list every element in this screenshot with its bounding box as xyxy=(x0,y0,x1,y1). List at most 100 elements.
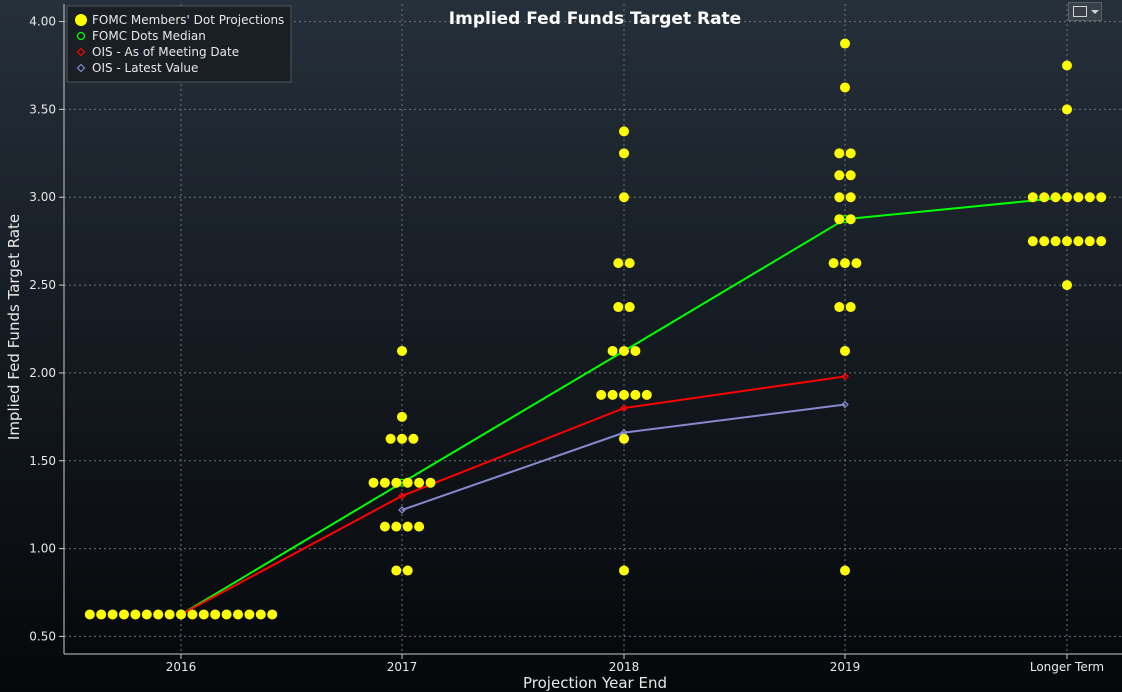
dot-projection-point xyxy=(1039,236,1050,247)
dot-projection-point xyxy=(1062,236,1072,247)
dot-projection-point xyxy=(391,565,402,576)
small-diamond-icon xyxy=(76,63,86,73)
dot-projection-point xyxy=(233,609,243,620)
dot-projection-point xyxy=(397,411,407,422)
dot-projection-point xyxy=(607,389,618,400)
dot-projection-point xyxy=(391,521,402,532)
dot-projection-point xyxy=(84,609,95,620)
y-axis-title: Implied Fed Funds Target Rate xyxy=(5,214,23,440)
dot-projection-point xyxy=(840,565,850,576)
dot-projection-point xyxy=(221,609,232,620)
dot-projection-point xyxy=(210,609,221,620)
dot-projection-point xyxy=(840,258,850,269)
dot-projection-point xyxy=(244,609,255,620)
dot-projection-point xyxy=(613,258,624,269)
dot-projection-point xyxy=(187,609,198,620)
dot-projection-point xyxy=(1039,192,1050,203)
dot-projection-point xyxy=(1062,192,1072,203)
y-tick-label: 3.50 xyxy=(29,102,56,116)
dot-projection-point xyxy=(1050,192,1061,203)
ois-point xyxy=(620,404,628,412)
dot-projection-point xyxy=(1084,192,1095,203)
x-tick-label: 2019 xyxy=(830,660,861,674)
legend-entry-label: OIS - As of Meeting Date xyxy=(92,45,239,59)
grid-layer xyxy=(64,4,1122,654)
dot-projection-point xyxy=(119,609,129,620)
dot-projection-point xyxy=(845,214,856,225)
dot-projection-point xyxy=(619,433,629,444)
dot-projection-point xyxy=(619,126,629,137)
dot-projection-point xyxy=(1062,280,1072,291)
dot-projection-point xyxy=(1050,236,1061,247)
x-tick-label: 2017 xyxy=(387,660,418,674)
x-tick-label: Longer Term xyxy=(1030,660,1104,674)
dot-projection-point xyxy=(267,609,278,620)
dot-projection-point xyxy=(619,192,629,203)
axis-layer: 0.50 1.00 1.50 2.00 2.50 3.00 3.50 4.00 2016 2017… xyxy=(29,4,1122,674)
dot-projection-point xyxy=(368,477,379,488)
dot-projection-point xyxy=(613,302,624,313)
dot-projection-point xyxy=(845,148,856,159)
large-dot-icon xyxy=(75,14,87,26)
dot-projection-point xyxy=(1027,192,1038,203)
legend-entry-label: FOMC Members' Dot Projections xyxy=(92,13,284,27)
legend-box xyxy=(66,5,292,83)
dot-projection-point xyxy=(840,345,850,356)
dot-projection-point xyxy=(1073,236,1084,247)
dot-projection-point xyxy=(255,609,266,620)
x-axis-title: Projection Year End xyxy=(523,674,667,692)
dot-projection-point xyxy=(834,302,845,313)
dot-projection-point xyxy=(1073,192,1084,203)
dot-projection-point xyxy=(1062,60,1072,71)
dot-projection-point xyxy=(153,609,164,620)
dot-projection-point xyxy=(397,345,407,356)
dot-projection-point xyxy=(834,192,845,203)
dot-projection-point xyxy=(402,565,413,576)
dot-projection-point xyxy=(845,302,856,313)
dot-projection-point xyxy=(402,521,413,532)
dot-projection-point xyxy=(379,521,390,532)
dot-projection-point xyxy=(619,148,629,159)
chart-menu-button[interactable] xyxy=(1068,2,1102,21)
dot-projection-point xyxy=(176,609,186,620)
dot-projection-point xyxy=(391,477,402,488)
y-tick-label: 1.50 xyxy=(29,454,56,468)
x-tick-label: 2018 xyxy=(609,660,640,674)
small-diamond-icon xyxy=(76,47,86,57)
legend-entry-label: FOMC Dots Median xyxy=(92,29,206,43)
ois-point xyxy=(841,372,849,381)
y-tick-label: 1.00 xyxy=(29,542,56,556)
dot-projection-point xyxy=(851,258,862,269)
dot-projection-point xyxy=(834,170,845,181)
small-circle-icon xyxy=(76,31,86,41)
dot-projection-point xyxy=(619,345,629,356)
dot-projection-point xyxy=(1084,236,1095,247)
dots-layer xyxy=(84,38,1107,620)
dot-projection-point xyxy=(1096,192,1107,203)
dot-projection-point xyxy=(619,389,629,400)
legend[interactable]: FOMC Members' Dot Projections FOMC Dots M… xyxy=(66,5,292,83)
y-tick-label: 2.50 xyxy=(29,278,56,292)
y-tick-label: 0.50 xyxy=(29,629,56,643)
ois-point xyxy=(398,506,406,514)
dot-projection-point xyxy=(834,148,845,159)
ois-point xyxy=(398,492,406,500)
y-tick-label: 2.00 xyxy=(29,366,56,380)
dot-projection-point xyxy=(397,433,407,444)
dot-projection-point xyxy=(414,477,425,488)
dot-projection-point xyxy=(425,477,436,488)
dot-projection-point xyxy=(834,214,845,225)
dot-projection-point xyxy=(385,433,396,444)
dot-projection-point xyxy=(624,302,635,313)
dot-projection-point xyxy=(402,477,413,488)
dot-projection-point xyxy=(845,192,856,203)
dot-projection-point xyxy=(198,609,209,620)
dot-projection-point xyxy=(1027,236,1038,247)
dot-projection-point xyxy=(379,477,390,488)
ois-point xyxy=(841,400,849,409)
dot-projection-point xyxy=(96,609,107,620)
dot-projection-point xyxy=(130,609,141,620)
x-tick-label: 2016 xyxy=(166,660,197,674)
